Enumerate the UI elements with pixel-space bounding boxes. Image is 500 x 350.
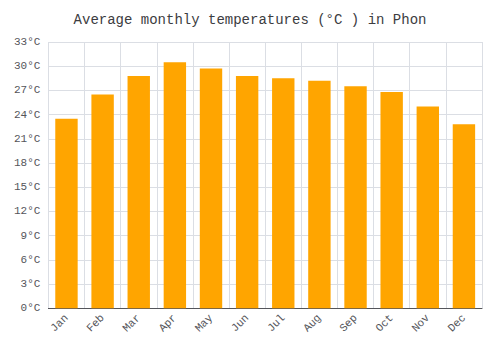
svg-text:Oct: Oct xyxy=(373,312,395,334)
svg-text:Jan: Jan xyxy=(48,312,70,334)
svg-text:15°C: 15°C xyxy=(14,181,41,193)
svg-text:Apr: Apr xyxy=(157,312,179,334)
svg-text:33°C: 33°C xyxy=(14,36,41,48)
svg-text:Mar: Mar xyxy=(121,312,143,334)
svg-text:Jun: Jun xyxy=(229,312,251,334)
svg-text:6°C: 6°C xyxy=(21,254,41,266)
svg-text:12°C: 12°C xyxy=(14,205,41,217)
svg-text:May: May xyxy=(193,312,216,335)
svg-text:27°C: 27°C xyxy=(14,84,41,96)
svg-text:18°C: 18°C xyxy=(14,157,41,169)
svg-text:Average monthly temperatures (: Average monthly temperatures (°C ) in Ph… xyxy=(74,12,427,28)
svg-text:Dec: Dec xyxy=(446,312,468,334)
svg-text:Feb: Feb xyxy=(84,312,106,334)
svg-text:Aug: Aug xyxy=(301,312,323,334)
svg-text:Nov: Nov xyxy=(410,312,433,335)
svg-text:Jul: Jul xyxy=(265,312,287,334)
svg-text:3°C: 3°C xyxy=(21,278,41,290)
svg-text:0°C: 0°C xyxy=(21,302,41,314)
svg-text:21°C: 21°C xyxy=(14,133,41,145)
svg-text:30°C: 30°C xyxy=(14,60,41,72)
svg-text:24°C: 24°C xyxy=(14,109,41,121)
svg-text:Sep: Sep xyxy=(337,312,359,334)
svg-text:9°C: 9°C xyxy=(21,230,41,242)
